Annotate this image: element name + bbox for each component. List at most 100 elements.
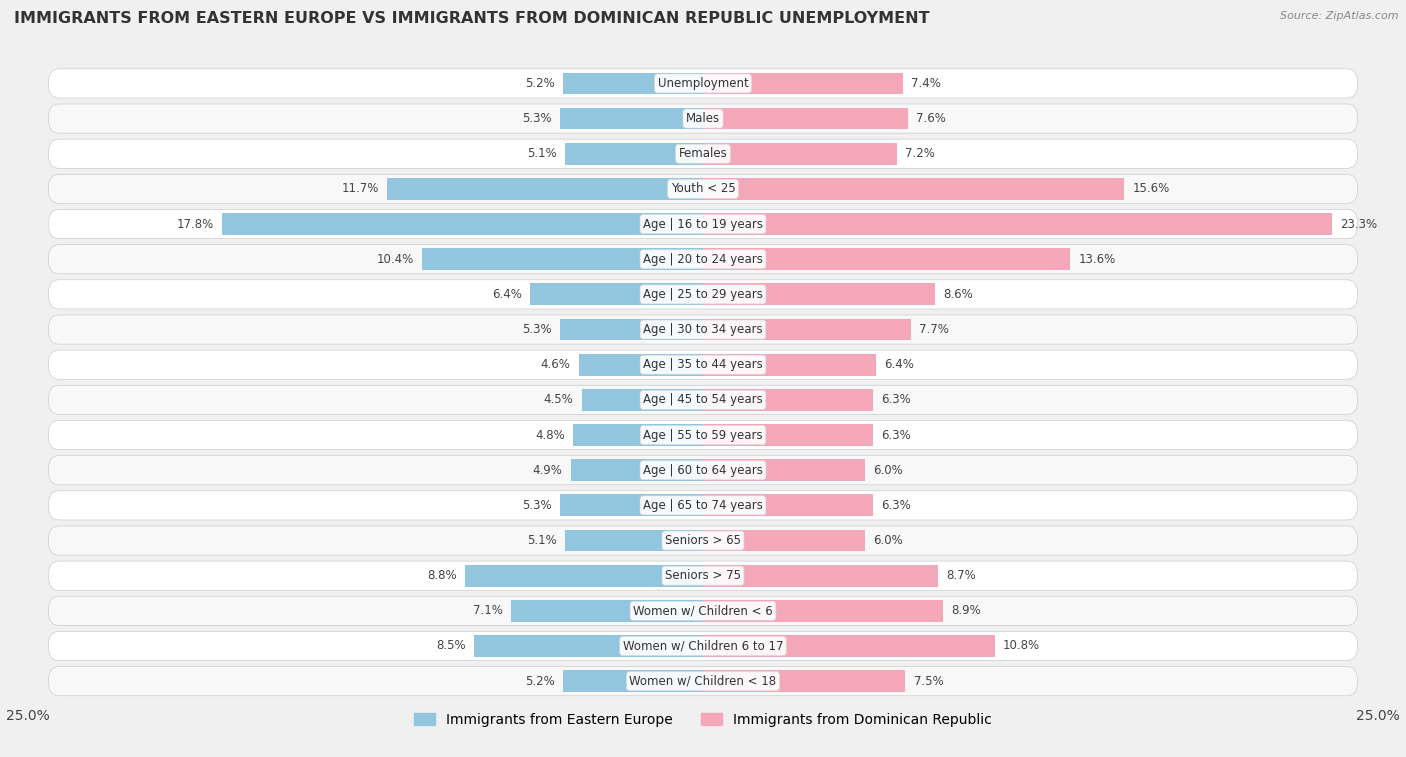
Bar [703, 248, 1070, 270]
FancyBboxPatch shape [48, 210, 1358, 238]
Bar [579, 354, 703, 375]
Text: 17.8%: 17.8% [177, 217, 214, 231]
Text: Seniors > 65: Seniors > 65 [665, 534, 741, 547]
FancyBboxPatch shape [48, 667, 1358, 696]
Bar [703, 143, 897, 164]
Bar [582, 389, 703, 411]
Bar [703, 73, 903, 95]
FancyBboxPatch shape [48, 315, 1358, 344]
Text: 10.4%: 10.4% [377, 253, 415, 266]
Text: Age | 55 to 59 years: Age | 55 to 59 years [643, 428, 763, 441]
FancyBboxPatch shape [48, 631, 1358, 661]
Bar [565, 530, 703, 551]
FancyBboxPatch shape [48, 597, 1358, 625]
Text: 6.0%: 6.0% [873, 464, 903, 477]
Bar [703, 565, 938, 587]
Bar [562, 670, 703, 692]
FancyBboxPatch shape [48, 420, 1358, 450]
Text: Youth < 25: Youth < 25 [671, 182, 735, 195]
Text: Age | 30 to 34 years: Age | 30 to 34 years [643, 323, 763, 336]
Bar [703, 389, 873, 411]
Text: IMMIGRANTS FROM EASTERN EUROPE VS IMMIGRANTS FROM DOMINICAN REPUBLIC UNEMPLOYMEN: IMMIGRANTS FROM EASTERN EUROPE VS IMMIGR… [14, 11, 929, 26]
Text: 6.4%: 6.4% [492, 288, 522, 301]
Text: 5.2%: 5.2% [524, 674, 554, 687]
Text: 8.7%: 8.7% [946, 569, 976, 582]
Text: Women w/ Children < 18: Women w/ Children < 18 [630, 674, 776, 687]
Bar [571, 459, 703, 481]
Text: 8.5%: 8.5% [436, 640, 465, 653]
Text: 8.6%: 8.6% [943, 288, 973, 301]
Bar [574, 424, 703, 446]
Bar [703, 670, 905, 692]
Text: 8.8%: 8.8% [427, 569, 457, 582]
Bar [703, 354, 876, 375]
Text: 6.3%: 6.3% [882, 394, 911, 407]
Text: 11.7%: 11.7% [342, 182, 380, 195]
FancyBboxPatch shape [48, 245, 1358, 274]
Legend: Immigrants from Eastern Europe, Immigrants from Dominican Republic: Immigrants from Eastern Europe, Immigran… [409, 707, 997, 733]
Bar [465, 565, 703, 587]
Text: 6.0%: 6.0% [873, 534, 903, 547]
Text: Age | 25 to 29 years: Age | 25 to 29 years [643, 288, 763, 301]
Text: Women w/ Children < 6: Women w/ Children < 6 [633, 604, 773, 617]
Bar [565, 143, 703, 164]
Text: Age | 65 to 74 years: Age | 65 to 74 years [643, 499, 763, 512]
Bar [703, 178, 1125, 200]
Bar [703, 319, 911, 341]
Bar [530, 283, 703, 305]
FancyBboxPatch shape [48, 491, 1358, 520]
FancyBboxPatch shape [48, 139, 1358, 168]
FancyBboxPatch shape [48, 526, 1358, 555]
Text: 6.4%: 6.4% [884, 358, 914, 371]
Text: 13.6%: 13.6% [1078, 253, 1115, 266]
Bar [703, 213, 1331, 235]
FancyBboxPatch shape [48, 456, 1358, 484]
Text: 5.3%: 5.3% [522, 323, 551, 336]
Text: Age | 35 to 44 years: Age | 35 to 44 years [643, 358, 763, 371]
Bar [560, 494, 703, 516]
FancyBboxPatch shape [48, 69, 1358, 98]
Text: 7.5%: 7.5% [914, 674, 943, 687]
Text: 15.6%: 15.6% [1132, 182, 1170, 195]
Bar [562, 73, 703, 95]
FancyBboxPatch shape [48, 385, 1358, 415]
Bar [703, 459, 865, 481]
FancyBboxPatch shape [48, 280, 1358, 309]
Text: 4.9%: 4.9% [533, 464, 562, 477]
Text: 5.3%: 5.3% [522, 499, 551, 512]
Text: 7.7%: 7.7% [920, 323, 949, 336]
Text: 10.8%: 10.8% [1002, 640, 1040, 653]
Text: 7.2%: 7.2% [905, 148, 935, 160]
Bar [512, 600, 703, 621]
Bar [703, 424, 873, 446]
FancyBboxPatch shape [48, 104, 1358, 133]
Text: Age | 20 to 24 years: Age | 20 to 24 years [643, 253, 763, 266]
Text: 7.6%: 7.6% [917, 112, 946, 125]
Text: Age | 16 to 19 years: Age | 16 to 19 years [643, 217, 763, 231]
FancyBboxPatch shape [48, 350, 1358, 379]
Text: Women w/ Children 6 to 17: Women w/ Children 6 to 17 [623, 640, 783, 653]
Text: 4.8%: 4.8% [536, 428, 565, 441]
Text: Males: Males [686, 112, 720, 125]
Text: 5.1%: 5.1% [527, 148, 557, 160]
Text: 5.1%: 5.1% [527, 534, 557, 547]
Text: 23.3%: 23.3% [1340, 217, 1378, 231]
Text: Age | 45 to 54 years: Age | 45 to 54 years [643, 394, 763, 407]
Text: 7.4%: 7.4% [911, 77, 941, 90]
Bar [560, 319, 703, 341]
Text: Seniors > 75: Seniors > 75 [665, 569, 741, 582]
Bar [560, 107, 703, 129]
Text: Source: ZipAtlas.com: Source: ZipAtlas.com [1281, 11, 1399, 21]
Text: 4.6%: 4.6% [541, 358, 571, 371]
Text: 7.1%: 7.1% [474, 604, 503, 617]
Text: 5.3%: 5.3% [522, 112, 551, 125]
Text: Age | 60 to 64 years: Age | 60 to 64 years [643, 464, 763, 477]
Text: 6.3%: 6.3% [882, 499, 911, 512]
Bar [703, 494, 873, 516]
Bar [703, 107, 908, 129]
Text: 4.5%: 4.5% [544, 394, 574, 407]
Bar [387, 178, 703, 200]
Text: 8.9%: 8.9% [952, 604, 981, 617]
Bar [703, 283, 935, 305]
Bar [422, 248, 703, 270]
